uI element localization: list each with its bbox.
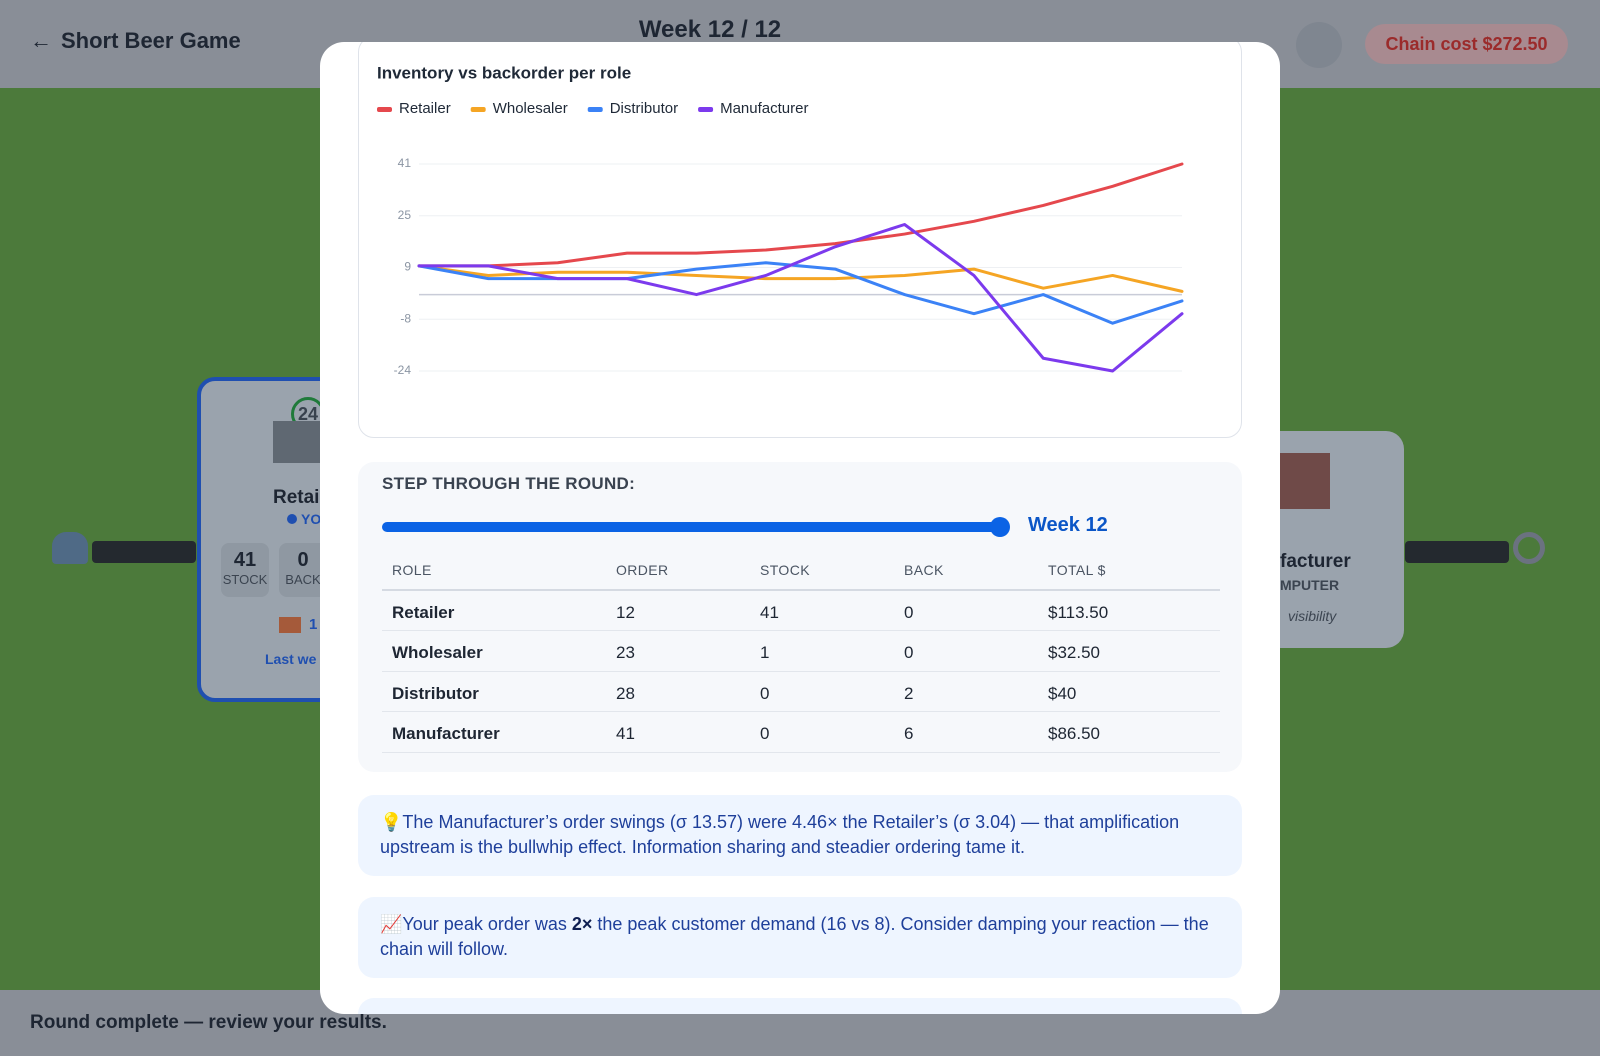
- column-header: TOTAL $: [1048, 562, 1106, 578]
- role-tag: MPUTER: [1280, 577, 1340, 593]
- cell: 12: [616, 602, 635, 622]
- column-header: ROLE: [392, 562, 432, 578]
- chain-cost: Chain cost $272.50: [1365, 24, 1568, 64]
- legend-label: Distributor: [610, 100, 678, 117]
- road: [1405, 541, 1509, 563]
- role-cell: Retailer: [392, 602, 455, 622]
- legend-swatch: [587, 107, 603, 112]
- table-row: Wholesaler 23 1 0 $32.50: [382, 631, 1220, 672]
- stat: 0 BACK: [279, 543, 327, 597]
- y-tick-label: -8: [400, 311, 411, 325]
- role-cell: Wholesaler: [392, 643, 483, 662]
- cell: $32.50: [1048, 643, 1100, 662]
- y-tick-label: 41: [398, 156, 412, 170]
- customer-icon: [52, 532, 88, 564]
- role-tag: YO: [301, 511, 322, 527]
- legend-label: Retailer: [399, 100, 451, 117]
- y-tick-label: 9: [404, 260, 411, 274]
- week-indicator: Week 12 / 12: [638, 16, 782, 43]
- app-title[interactable]: Short Beer Game: [61, 28, 241, 53]
- stat-value: 41: [233, 549, 257, 571]
- series-line: [417, 261, 1184, 325]
- results-table: ROLE ORDER STOCK BACK TOTAL $ Retailer 12 41 0 $1…: [382, 550, 1220, 753]
- cell: 0: [760, 683, 770, 703]
- column-header: ORDER: [616, 562, 669, 578]
- insight-text: Your peak order was: [402, 914, 572, 934]
- series-line: [417, 223, 1184, 373]
- stat: 41 STOCK: [221, 543, 269, 597]
- role-cell: Distributor: [392, 683, 479, 703]
- stat-value: 0: [297, 549, 309, 571]
- cell: 0: [760, 724, 770, 743]
- insight-text: the peak customer demand (16 vs 8). Cons…: [380, 914, 1209, 959]
- column-header: STOCK: [760, 562, 810, 578]
- truck-icon: [279, 617, 301, 633]
- cell: 0: [904, 602, 914, 622]
- cell: 6: [904, 724, 914, 743]
- series-line: [417, 264, 1184, 293]
- store-icon: [273, 421, 323, 463]
- incoming: 1: [309, 616, 318, 633]
- legend-swatch: [377, 107, 392, 112]
- insight-text: 2×: [571, 914, 593, 934]
- stat-label: BACK: [285, 572, 321, 587]
- cell: 41: [616, 724, 635, 743]
- results-modal: Inventory vs backorder per role Retailer…: [320, 42, 1280, 1014]
- role-name: facturer: [1280, 551, 1351, 572]
- factory-icon: [1280, 453, 1330, 509]
- cell: 23: [616, 643, 635, 662]
- step-title: STEP THROUGH THE ROUND:: [382, 474, 636, 493]
- series-line: [417, 162, 1184, 268]
- cell: $40: [1048, 683, 1077, 703]
- y-tick-label: 25: [398, 208, 412, 222]
- legend-swatch: [698, 107, 714, 112]
- insight: 💡The Manufacturer’s order swings (σ 13.5…: [358, 795, 1242, 876]
- week-slider[interactable]: [382, 522, 1002, 532]
- insight-icon: 💡: [380, 812, 403, 832]
- status: Round complete — review your results.: [30, 1012, 387, 1033]
- chart-title: Inventory vs backorder per role: [377, 63, 631, 82]
- note: Last we: [265, 651, 317, 667]
- cell: $113.50: [1048, 602, 1109, 622]
- back-arrow[interactable]: ←: [30, 28, 52, 53]
- cell: 2: [904, 683, 914, 703]
- cell: 0: [904, 643, 914, 662]
- note: visibility: [1288, 608, 1337, 624]
- legend-label: Manufacturer: [720, 100, 808, 117]
- y-tick-label: -24: [394, 363, 412, 377]
- insight-icon: 📈: [380, 914, 403, 934]
- step-panel: STEP THROUGH THE ROUND: Week 12 ROLE ORDE…: [358, 462, 1242, 772]
- role-cell: Manufacturer: [392, 724, 500, 743]
- table-row: Manufacturer 41 0 6 $86.50: [382, 712, 1220, 753]
- chart: Inventory vs backorder per role Retailer…: [377, 63, 1184, 377]
- rules-button[interactable]: [1296, 22, 1342, 68]
- insight: 📈Your peak order was 2× the peak custome…: [358, 897, 1242, 978]
- road: [92, 541, 196, 563]
- cell: 28: [616, 683, 635, 703]
- legend-swatch: [470, 107, 486, 112]
- gear-icon: [1513, 532, 1545, 564]
- cell: 1: [760, 643, 770, 662]
- chart-card: Inventory vs backorder per role Retailer…: [358, 42, 1242, 438]
- stat-label: STOCK: [222, 572, 268, 587]
- column-header: BACK: [904, 562, 944, 578]
- slider-thumb[interactable]: [990, 517, 1010, 537]
- legend-label: Wholesaler: [493, 100, 568, 117]
- cell: $86.50: [1048, 724, 1100, 743]
- insight-text: The Manufacturer’s order swings (σ 13.57…: [380, 812, 1180, 857]
- you-dot: [287, 514, 297, 524]
- table-row: Retailer 12 41 0 $113.50: [382, 591, 1220, 631]
- insight: [358, 998, 1242, 1014]
- cell: 41: [760, 602, 779, 622]
- week-label: Week 12: [1028, 514, 1108, 536]
- role-name: Retai: [273, 487, 320, 508]
- table-row: Distributor 28 0 2 $40: [382, 672, 1220, 712]
- table-header: ROLE ORDER STOCK BACK TOTAL $: [382, 550, 1220, 591]
